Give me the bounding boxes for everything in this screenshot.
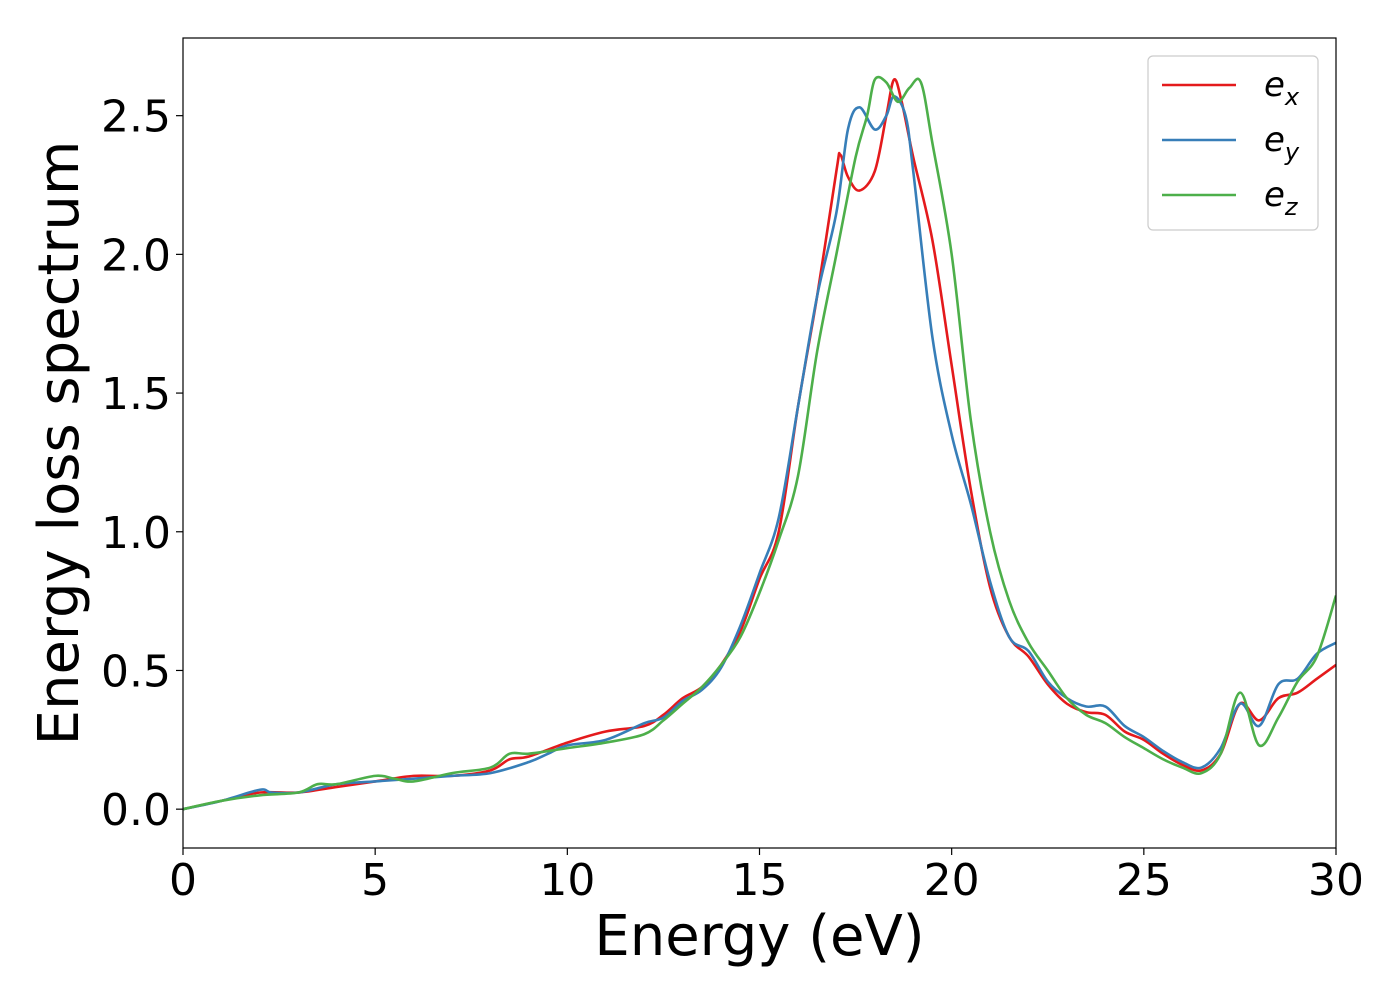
x-tick-label: 15 <box>732 855 788 906</box>
legend-box <box>1147 55 1319 231</box>
series-layer <box>183 75 1336 811</box>
x-axis-ticks: 0 5 10 15 20 25 30 <box>169 848 1364 906</box>
y-axis-label: Energy loss spectrum <box>27 141 92 746</box>
y-tick-label: 0.5 <box>101 646 171 697</box>
y-tick-label: 1.0 <box>101 508 171 559</box>
x-axis-label: Energy (eV) <box>594 904 924 969</box>
series-line-ez <box>183 75 1336 811</box>
x-tick-label: 0 <box>169 855 197 906</box>
y-axis-ticks: 0.0 0.5 1.0 1.5 2.0 2.5 <box>101 92 183 836</box>
series-line-ex <box>183 78 1336 811</box>
x-tick-label: 20 <box>924 855 980 906</box>
x-tick-label: 25 <box>1116 855 1172 906</box>
x-tick-label: 5 <box>361 855 389 906</box>
y-tick-label: 1.5 <box>101 369 171 420</box>
y-tick-label: 2.5 <box>101 92 171 143</box>
x-tick-label: 30 <box>1308 855 1364 906</box>
x-tick-label: 10 <box>539 855 595 906</box>
y-tick-label: 2.0 <box>101 230 171 281</box>
y-tick-label: 0.0 <box>101 785 171 836</box>
